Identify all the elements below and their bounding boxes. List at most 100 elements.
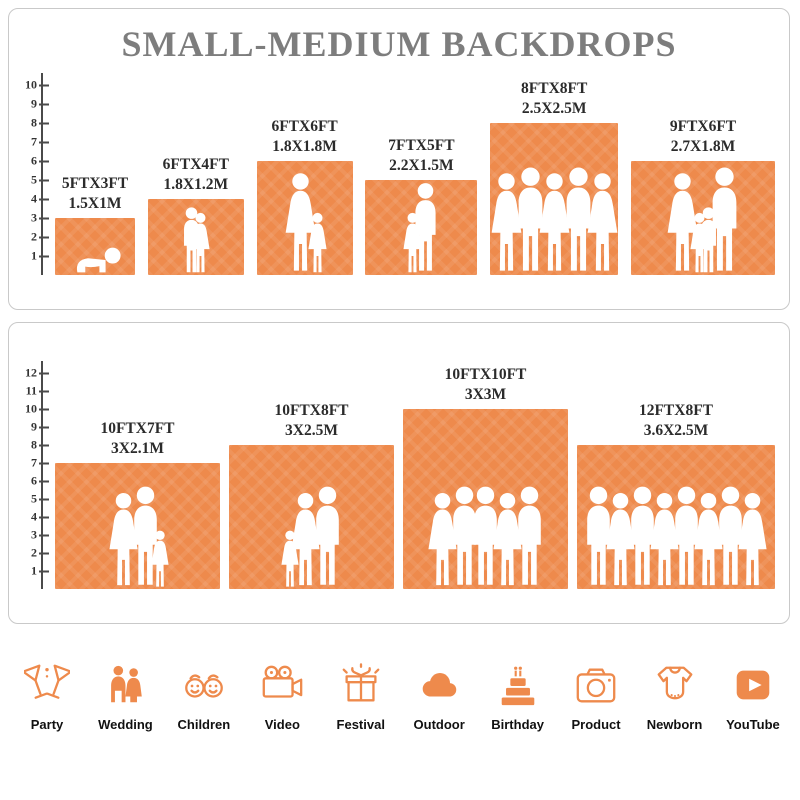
- axis-tick-label: 8: [31, 437, 37, 452]
- axis-tick-label: 3: [31, 210, 37, 225]
- size-label-ft: 6FTX6FT: [271, 118, 338, 136]
- size-label-ft: 9FTX6FT: [669, 118, 737, 136]
- backdrop-bar: [365, 180, 478, 275]
- axis-tick-mark: [39, 480, 49, 482]
- backdrop-bar: [147, 199, 244, 275]
- backdrop-bar: [403, 409, 568, 589]
- axis-tick: 10: [25, 402, 49, 417]
- size-label-m: 1.8X1.2M: [163, 175, 229, 193]
- size-label: 6FTX4FT 1.8X1.2M: [163, 155, 229, 194]
- axis-tick: 9: [31, 420, 49, 435]
- silhouette-group: [229, 486, 394, 589]
- axis-tick: 11: [26, 384, 49, 399]
- axis-tick-mark: [39, 516, 49, 518]
- silhouette-group: [631, 167, 775, 275]
- axis-tick-mark: [39, 236, 49, 238]
- size-label: 6FTX6FT 1.8X1.8M: [271, 117, 337, 156]
- backdrop-bar: [490, 123, 619, 275]
- axis-tick-label: 10: [25, 401, 37, 416]
- axis-tick: 1: [31, 564, 49, 579]
- axis-tick: 2: [31, 546, 49, 561]
- size-label-ft: 6FTX4FT: [162, 156, 229, 174]
- axis-tick: 6: [31, 154, 49, 169]
- backdrop-bar: [229, 445, 394, 589]
- axis-tick-mark: [39, 217, 49, 219]
- backdrop-bar: [630, 161, 775, 275]
- category-outdoor: Outdoor: [402, 662, 476, 732]
- size-label-m: 3.6X2.5M: [643, 421, 709, 439]
- man-silhouette: [409, 182, 442, 275]
- category-newborn: Newborn: [638, 662, 712, 732]
- small-medium-panel: SMALL-MEDIUM BACKDROPS 1 2 3 4 5 6 7 8 9 10 5FTX3…: [8, 8, 790, 310]
- axis-tick: 12: [25, 366, 49, 381]
- festival-icon: [342, 663, 380, 702]
- axis-tick-label: 11: [25, 383, 37, 398]
- category-video: Video: [245, 662, 319, 732]
- backdrop-item: 8FTX8FT 2.5X2.5M: [490, 79, 619, 275]
- category-icon-row: Party Wedding: [10, 662, 790, 732]
- backdrop-bar: [55, 218, 135, 275]
- outdoor-icon: [422, 673, 457, 697]
- backdrop-bar: [55, 463, 220, 589]
- size-label: 12FTX8FT 3.6X2.5M: [639, 401, 713, 440]
- backdrop-item: 6FTX6FT 1.8X1.8M: [256, 117, 353, 275]
- size-label-ft: 10FTX8FT: [274, 402, 349, 420]
- category-youtube: YouTube: [716, 662, 790, 732]
- ruler-axis: 1 2 3 4 5 6 7 8 9 10: [19, 73, 49, 275]
- axis-tick: 9: [31, 97, 49, 112]
- axis-tick: 5: [31, 173, 49, 188]
- category-festival: Festival: [324, 662, 398, 732]
- axis-tick-mark: [39, 570, 49, 572]
- axis-tick-label: 2: [31, 229, 37, 244]
- ruler-axis: 1 2 3 4 5 6 7 8 9 10 11 12: [19, 361, 49, 589]
- size-label-m: 2.7X1.8M: [670, 137, 736, 155]
- axis-tick-mark: [39, 462, 49, 464]
- silhouette-group: [257, 172, 353, 275]
- axis-tick-label: 3: [31, 527, 37, 542]
- size-label: 10FTX8FT 3X2.5M: [274, 401, 348, 440]
- silhouette-group: [55, 486, 220, 589]
- axis-tick-mark: [39, 498, 49, 500]
- size-label-ft: 7FTX5FT: [388, 137, 455, 155]
- size-label: 5FTX3FT 1.5X1M: [62, 174, 128, 213]
- size-label: 7FTX5FT 2.2X1.5M: [388, 136, 454, 175]
- silhouette-group: [55, 245, 135, 275]
- backdrop-bar: [256, 161, 353, 275]
- axis-tick-label: 7: [31, 455, 37, 470]
- axis-tick-label: 12: [25, 365, 37, 380]
- axis-tick-label: 2: [31, 545, 37, 560]
- silhouette-group: [403, 486, 568, 589]
- size-label-m: 2.2X1.5M: [389, 156, 454, 174]
- category-label: Birthday: [491, 717, 544, 732]
- axis-tick: 4: [31, 192, 49, 207]
- axis-tick: 3: [31, 528, 49, 543]
- size-label-ft: 10FTX7FT: [100, 420, 175, 438]
- man-silhouette: [705, 167, 744, 275]
- size-label-m: 3X3M: [464, 385, 507, 403]
- axis-tick-mark: [39, 160, 49, 162]
- silhouette-group: [148, 207, 244, 275]
- silhouette-group: [365, 182, 477, 275]
- category-wedding: Wedding: [88, 662, 162, 732]
- axis-tick: 8: [31, 438, 49, 453]
- bars-row: 10FTX7FT 3X2.1M 10FTX8FT 3X2.5M 10FTX10FT 3X3…: [55, 365, 775, 589]
- man-silhouette: [309, 486, 346, 589]
- backdrop-item: 9FTX6FT 2.7X1.8M: [630, 117, 775, 275]
- axis-line: [41, 361, 43, 589]
- size-label-m: 3X2.1M: [111, 439, 164, 457]
- axis-tick-mark: [39, 390, 49, 392]
- axis-tick-label: 5: [31, 172, 37, 187]
- category-label: Festival: [336, 717, 385, 732]
- size-label-m: 1.5X1M: [68, 194, 122, 212]
- axis-tick-mark: [39, 534, 49, 536]
- axis-tick: 2: [31, 230, 49, 245]
- axis-tick-mark: [39, 84, 49, 86]
- axis-tick-label: 7: [31, 134, 37, 149]
- woman-silhouette: [733, 492, 772, 589]
- axis-tick-label: 5: [31, 491, 37, 506]
- axis-tick-mark: [39, 198, 49, 200]
- backdrop-item: 12FTX8FT 3.6X2.5M: [577, 401, 775, 589]
- axis-tick-mark: [39, 255, 49, 257]
- birthday-icon: [501, 666, 534, 706]
- axis-tick-label: 4: [31, 509, 37, 524]
